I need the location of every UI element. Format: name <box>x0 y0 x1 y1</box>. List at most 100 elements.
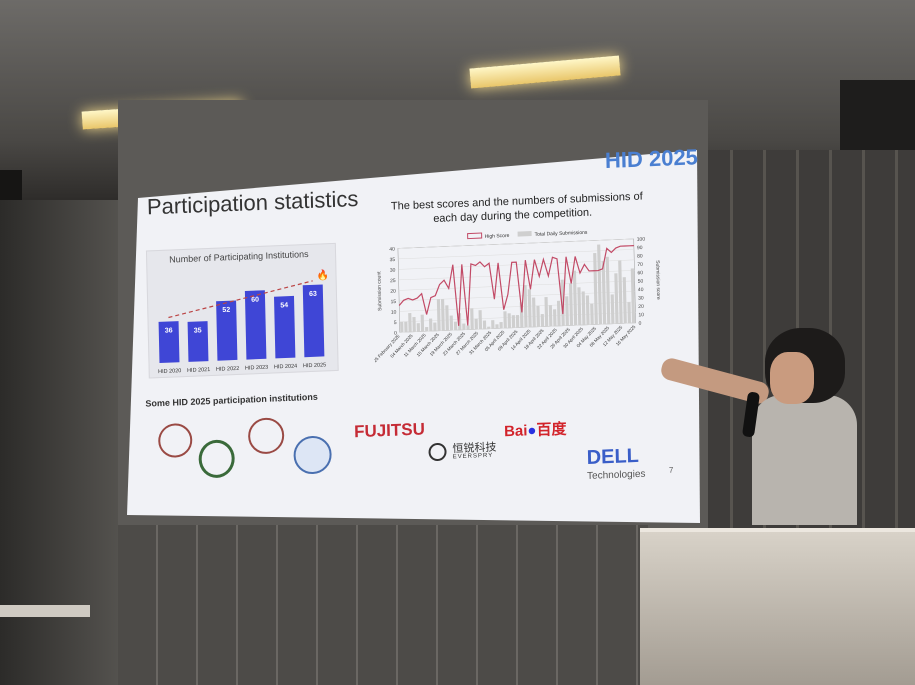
submission-bar <box>614 273 619 324</box>
submission-bar <box>565 296 569 326</box>
left-tick-label: 0 <box>394 330 397 336</box>
right-tick-label: 0 <box>639 321 642 327</box>
slide: HID 2025 Participation statistics The be… <box>132 142 710 520</box>
bar-category-label: HID 2025 <box>303 362 326 369</box>
submission-bar <box>590 303 594 325</box>
right-axis-label: Submission score <box>654 260 661 300</box>
right-tick-label: 90 <box>637 245 643 251</box>
desk <box>0 605 90 617</box>
submission-bar <box>462 323 466 330</box>
submission-bar <box>433 322 437 332</box>
submission-bar <box>436 299 441 331</box>
legend-label: Total Daily Submissions <box>535 230 588 238</box>
submission-bar <box>627 302 631 324</box>
right-tick-label: 20 <box>638 304 644 310</box>
bar <box>302 284 325 358</box>
submission-bar <box>499 321 503 329</box>
submission-bar <box>478 310 483 330</box>
bar-value-label: 63 <box>309 291 317 298</box>
bar-category-label: HID 2020 <box>158 368 181 375</box>
everspry-mark-icon <box>428 442 447 462</box>
bar-category-label: HID 2021 <box>187 367 210 374</box>
right-tick-label: 30 <box>638 295 644 301</box>
submission-bar <box>404 321 408 333</box>
everspry-logo: EVERSPRY <box>452 452 494 461</box>
left-tick-label: 20 <box>390 289 396 295</box>
submission-bar <box>408 313 412 333</box>
fire-icon: 🔥 <box>316 268 329 281</box>
bar-category-label: HID 2023 <box>245 365 268 372</box>
submission-bar <box>618 260 623 324</box>
bar <box>216 300 238 361</box>
bar-value-label: 60 <box>251 296 259 303</box>
left-tick-label: 15 <box>391 299 397 305</box>
left-tick-label: 25 <box>390 278 396 284</box>
left-tick-label: 35 <box>390 257 396 263</box>
left-tick-label: 5 <box>394 320 397 326</box>
right-tick-label: 50 <box>638 279 644 285</box>
right-tick-label: 10 <box>638 312 644 318</box>
submission-bar <box>536 305 540 327</box>
dell-logo: DELL <box>586 444 640 469</box>
submission-bar <box>572 270 578 326</box>
bar <box>274 295 296 359</box>
submission-bar <box>610 294 615 324</box>
submission-bar <box>597 244 603 325</box>
right-tick-label: 80 <box>637 253 643 259</box>
submission-bar <box>581 291 586 326</box>
legend-swatch <box>517 231 532 237</box>
submission-bar <box>482 320 487 330</box>
bar <box>158 321 180 364</box>
submission-bar <box>445 305 449 331</box>
left-tick-label: 40 <box>389 247 395 253</box>
submission-bar <box>495 324 499 329</box>
submission-bar <box>412 317 416 332</box>
podium <box>640 528 915 685</box>
bar-value-label: 52 <box>222 307 230 314</box>
submission-bar <box>449 315 454 331</box>
baidu-logo-cn: 百度 <box>536 420 567 439</box>
submission-bar <box>601 261 607 325</box>
submission-bar <box>511 315 516 328</box>
submission-bar <box>503 311 507 329</box>
gridline <box>398 249 634 260</box>
submission-bar <box>466 325 470 330</box>
submission-bar <box>544 297 549 327</box>
submission-bar <box>470 308 474 330</box>
bar-chart: 36 HID 2020 35 HID 2021 52 HID 2022 60 HID 2023… <box>158 268 329 375</box>
university-seal-logo <box>293 435 333 475</box>
brand-title: HID 2025 <box>604 144 699 174</box>
baidu-logo: Bai●百度 <box>503 420 567 441</box>
submission-bar <box>491 320 495 329</box>
high-score-line <box>398 245 634 326</box>
slide-title: Participation statistics <box>146 185 359 220</box>
line-chart-panel: 40 35 30 25 20 15 10 5 0 100 90 80 70 60 50 40 30 20 10 0 Su… <box>372 222 665 384</box>
right-tick-label: 60 <box>637 270 643 276</box>
page-number: 7 <box>668 465 674 475</box>
presenter-face <box>770 352 814 404</box>
legend-label: High Score <box>485 233 510 240</box>
university-seal-logo <box>157 422 193 459</box>
presenter <box>752 395 857 525</box>
submission-bar <box>548 305 553 327</box>
submission-bar <box>593 253 598 325</box>
submission-bar <box>568 283 574 326</box>
submission-bar <box>440 299 445 331</box>
submission-bar <box>553 309 557 327</box>
bar-category-label: HID 2024 <box>274 364 297 371</box>
right-tick-label: 40 <box>638 287 644 293</box>
university-seal-logo <box>198 439 236 479</box>
submission-bar <box>474 318 478 330</box>
submission-bar <box>622 277 627 324</box>
bar-chart-panel: Number of Participating Institutions 36 H… <box>145 242 339 379</box>
submission-bar <box>527 289 532 328</box>
right-tick-label: 70 <box>637 262 643 268</box>
submission-bar <box>540 313 545 327</box>
submission-bar <box>487 326 491 329</box>
submission-bar <box>523 285 528 328</box>
trend-line <box>168 280 313 319</box>
line-chart: 40353025201510501009080706050403020100Su… <box>372 230 661 363</box>
left-axis-label: Submission count <box>376 271 383 311</box>
submission-bar <box>605 256 611 325</box>
